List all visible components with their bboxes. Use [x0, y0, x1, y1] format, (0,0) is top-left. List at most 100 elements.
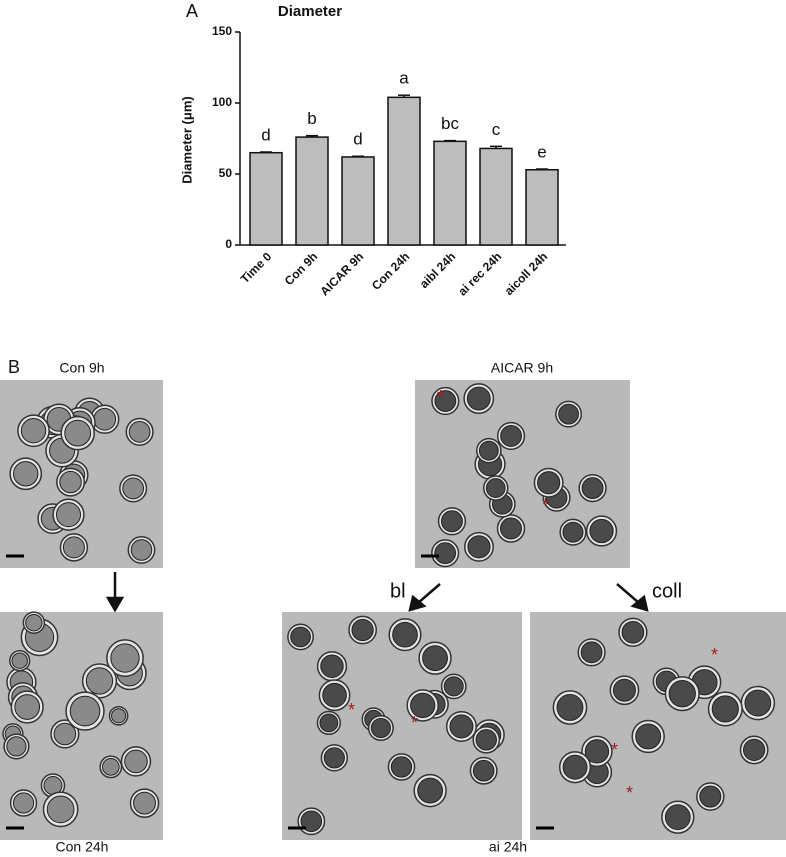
cell-body: [466, 386, 491, 411]
cell-body: [133, 791, 156, 815]
image-label: Con 9h: [59, 360, 104, 376]
cell-body: [69, 695, 101, 727]
cell-body: [12, 792, 35, 814]
cell-body: [699, 785, 722, 808]
cell-body: [14, 694, 41, 720]
panel-label: B: [8, 357, 20, 377]
cell-body: [449, 714, 474, 739]
cell-body: [59, 470, 82, 494]
cell-body: [320, 654, 344, 678]
cell-body: [478, 440, 499, 461]
asterisk: *: [711, 645, 718, 665]
cell-body: [422, 645, 448, 672]
asterisk: *: [437, 387, 444, 407]
chart-title: Diameter: [278, 3, 342, 20]
cell-body: [101, 758, 120, 776]
image-label: AICAR 9h: [491, 360, 553, 376]
y-axis-label: Diameter (μm): [179, 96, 194, 183]
x-tick-label: ai rec 24h: [455, 249, 504, 298]
cell-body: [11, 652, 28, 669]
cell-body: [443, 676, 464, 697]
asterisk: *: [626, 783, 633, 803]
cell-body: [621, 620, 645, 644]
cell-body: [390, 756, 413, 778]
x-tick-label: aicoll 24h: [502, 249, 551, 298]
cell-body: [742, 738, 766, 762]
cell-body: [589, 518, 614, 544]
cell-body: [25, 613, 43, 632]
cell-body: [124, 749, 148, 774]
x-tick-label: Con 24h: [369, 249, 412, 292]
cell-body: [46, 795, 75, 824]
cell-body: [392, 621, 418, 648]
cell-body: [499, 517, 523, 540]
bar: [479, 147, 513, 246]
cell-body: [351, 618, 374, 642]
x-tick-label: AICAR 9h: [317, 249, 366, 298]
cell-body: [64, 419, 92, 447]
cell-body: [110, 643, 140, 673]
x-tick-label: aibl 24h: [417, 249, 458, 290]
significance-label: d: [261, 125, 270, 144]
bar: [295, 136, 329, 246]
significance-label: bc: [441, 114, 459, 133]
cell-body: [410, 692, 436, 719]
significance-label: a: [399, 69, 409, 88]
x-tick-label: Time 0: [238, 249, 275, 286]
cell-body: [467, 535, 491, 559]
cell-body: [562, 754, 588, 780]
cell-body: [323, 747, 345, 769]
cell-body: [472, 759, 495, 782]
asterisk: *: [542, 495, 549, 515]
significance-label: c: [492, 120, 501, 139]
cell-body: [6, 736, 27, 757]
cell-body: [562, 521, 584, 543]
cell-body: [62, 536, 85, 559]
arrow-label: coll: [652, 580, 682, 602]
panel-label: A: [186, 1, 198, 21]
cell-body: [744, 689, 772, 717]
cell-body: [93, 407, 117, 431]
cell-body: [290, 626, 311, 648]
cell-body: [322, 682, 347, 708]
x-tick-label: Con 9h: [282, 249, 321, 288]
micrographs: * * * * * * *: [0, 380, 786, 840]
arrow-label: bl: [390, 580, 406, 602]
cell-body: [711, 695, 739, 723]
cell-body: [580, 641, 603, 664]
bar: [525, 168, 559, 246]
cell-body: [475, 729, 497, 751]
cell-body: [635, 723, 662, 750]
cell-body: [319, 713, 339, 733]
significance-label: d: [353, 130, 362, 149]
significance-label: b: [307, 109, 316, 128]
cell-body: [53, 722, 77, 746]
y-tick-label: 150: [212, 24, 232, 38]
cell-body: [668, 680, 696, 708]
cell-body: [13, 461, 39, 487]
asterisk: *: [348, 700, 355, 720]
cell-body: [55, 502, 82, 528]
cell-body: [556, 694, 584, 721]
cell-body: [20, 418, 47, 444]
cell-body: [537, 471, 561, 495]
arrows: [105, 572, 649, 613]
cell-body: [300, 810, 323, 833]
cell-body: [584, 739, 610, 764]
bar: [387, 96, 421, 246]
cell-body: [581, 477, 604, 500]
asterisk: *: [611, 740, 618, 760]
cell-body: [612, 678, 636, 702]
cell-body: [111, 708, 127, 724]
cell-body: [558, 403, 579, 425]
cell-body: [434, 542, 457, 565]
cell-body: [434, 390, 457, 412]
y-tick-label: 100: [212, 95, 232, 109]
bar: [249, 151, 283, 246]
significance-label: e: [537, 143, 546, 162]
asterisk: *: [411, 713, 418, 733]
image-label: ai 24h: [489, 839, 527, 855]
cell-body: [85, 667, 114, 695]
cell-body: [370, 717, 391, 739]
